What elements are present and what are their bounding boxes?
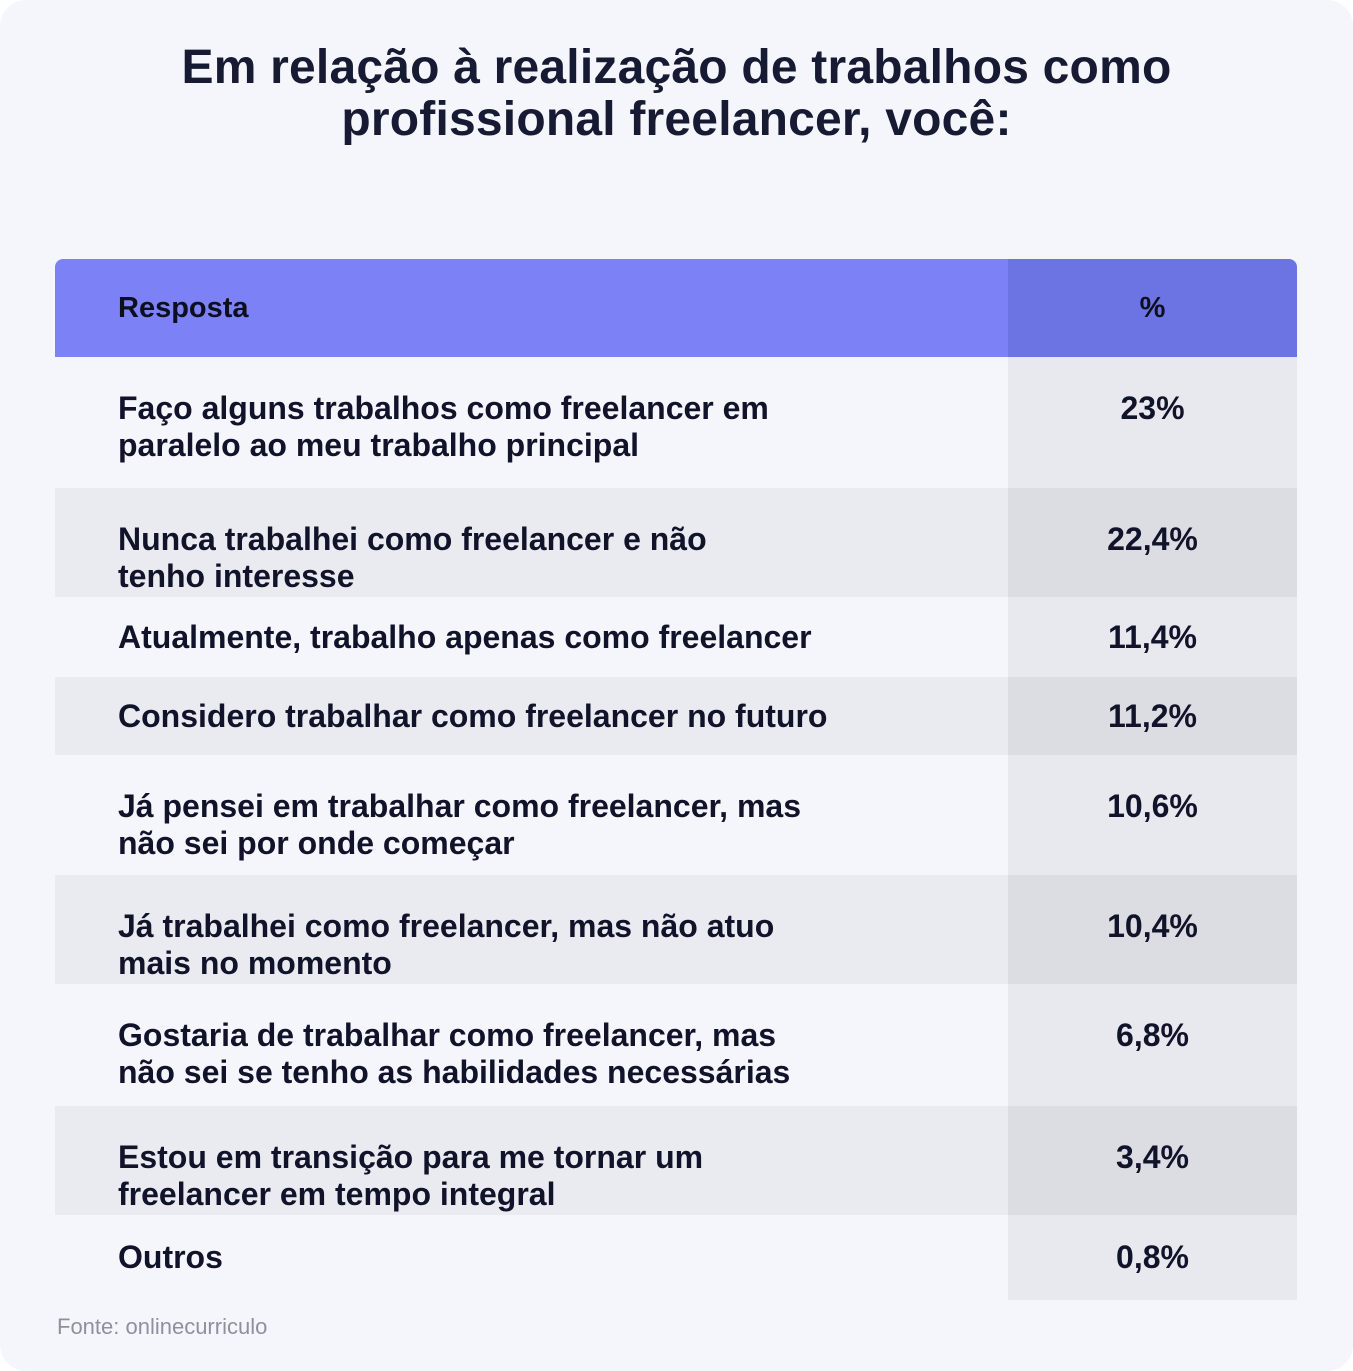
table-row: Estou em transição para me tornar um fre…: [55, 1106, 1297, 1215]
answer-cell: Gostaria de trabalhar como freelancer, m…: [55, 984, 1008, 1106]
answer-cell: Outros: [55, 1215, 1008, 1300]
header-cell-percent: %: [1008, 259, 1297, 357]
percent-value: 23%: [1120, 390, 1185, 426]
percent-value: 10,6%: [1107, 788, 1198, 824]
source-note: Fonte: onlinecurriculo: [57, 1314, 268, 1339]
table-row: Nunca trabalhei como freelancer e não te…: [55, 488, 1297, 597]
percent-cell: 11,4%: [1008, 597, 1297, 677]
percent-cell: 23%: [1008, 357, 1297, 488]
table-row: Já pensei em trabalhar como freelancer, …: [55, 755, 1297, 875]
table-row: Considero trabalhar como freelancer no f…: [55, 677, 1297, 755]
percent-cell: 22,4%: [1008, 488, 1297, 597]
percent-cell: 6,8%: [1008, 984, 1297, 1106]
header-percent-label: %: [1139, 291, 1166, 324]
percent-cell: 10,6%: [1008, 755, 1297, 875]
answer-label: Estou em transição para me tornar um fre…: [118, 1139, 704, 1212]
percent-value: 11,2%: [1108, 697, 1197, 734]
percent-value: 10,4%: [1107, 908, 1198, 944]
answer-label: Outros: [118, 1239, 223, 1275]
percent-value: 3,4%: [1116, 1139, 1189, 1175]
answer-cell: Já trabalhei como freelancer, mas não at…: [55, 875, 1008, 984]
answer-label: Já pensei em trabalhar como freelancer, …: [118, 788, 801, 861]
table-row: Gostaria de trabalhar como freelancer, m…: [55, 984, 1297, 1106]
percent-cell: 3,4%: [1008, 1106, 1297, 1215]
percent-value: 22,4%: [1107, 521, 1198, 557]
percent-value: 11,4%: [1108, 618, 1197, 655]
percent-cell: 0,8%: [1008, 1215, 1297, 1300]
answer-label: Nunca trabalhei como freelancer e não te…: [118, 521, 707, 594]
answer-cell: Atualmente, trabalho apenas como freelan…: [55, 597, 1008, 677]
header-resposta-label: Resposta: [118, 291, 249, 324]
answer-label: Gostaria de trabalhar como freelancer, m…: [118, 1017, 791, 1090]
answer-label: Já trabalhei como freelancer, mas não at…: [118, 908, 775, 981]
answer-cell: Faço alguns trabalhos como freelancer em…: [55, 357, 1008, 488]
table-header: Resposta %: [55, 259, 1297, 357]
table-row: Faço alguns trabalhos como freelancer em…: [55, 357, 1297, 488]
percent-value: 0,8%: [1116, 1239, 1189, 1275]
answer-cell: Considero trabalhar como freelancer no f…: [55, 677, 1008, 755]
percent-cell: 10,4%: [1008, 875, 1297, 984]
table-row: Já trabalhei como freelancer, mas não at…: [55, 875, 1297, 984]
answer-cell: Nunca trabalhei como freelancer e não te…: [55, 488, 1008, 597]
answer-cell: Estou em transição para me tornar um fre…: [55, 1106, 1008, 1215]
percent-value: 6,8%: [1116, 1017, 1189, 1053]
header-cell-resposta: Resposta: [55, 259, 1008, 357]
percent-cell: 11,2%: [1008, 677, 1297, 755]
chart-title: Em relação à realização de trabalhos com…: [181, 41, 1172, 146]
results-table: Resposta % Faço alguns trabalhos como fr…: [55, 259, 1297, 1300]
table-row: Atualmente, trabalho apenas como freelan…: [55, 597, 1297, 677]
answer-label: Considero trabalhar como freelancer no f…: [118, 697, 828, 734]
table-row: Outros 0,8%: [55, 1215, 1297, 1300]
answer-cell: Já pensei em trabalhar como freelancer, …: [55, 755, 1008, 875]
answer-label: Faço alguns trabalhos como freelancer em…: [118, 390, 769, 463]
answer-label: Atualmente, trabalho apenas como freelan…: [118, 618, 812, 655]
